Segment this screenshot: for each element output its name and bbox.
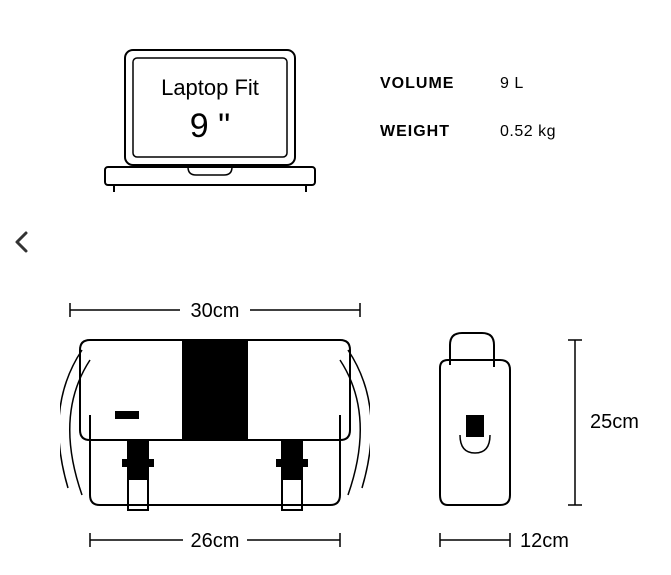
bottom-width-label: 26cm bbox=[191, 530, 240, 552]
spec-row-weight: WEIGHT 0.52 kg bbox=[380, 123, 556, 141]
laptop-fit-title: Laptop Fit bbox=[161, 75, 259, 100]
volume-label: VOLUME bbox=[380, 75, 500, 93]
top-width-label: 30cm bbox=[191, 300, 240, 322]
volume-value: 9 L bbox=[500, 75, 524, 93]
chevron-left-icon bbox=[10, 230, 34, 254]
laptop-fit-size: 9 " bbox=[190, 107, 230, 145]
dim-bottom-width: 26cm bbox=[90, 528, 340, 552]
weight-value: 0.52 kg bbox=[500, 123, 556, 141]
strap-left bbox=[122, 440, 154, 510]
prev-chevron[interactable] bbox=[10, 230, 34, 254]
laptop-icon: Laptop Fit 9 " bbox=[100, 45, 320, 205]
side-width-label: 12cm bbox=[520, 530, 569, 552]
strap-right bbox=[276, 440, 308, 510]
dim-top-width: 30cm bbox=[70, 298, 360, 322]
specs-table: VOLUME 9 L WEIGHT 0.52 kg bbox=[380, 75, 556, 171]
spec-row-volume: VOLUME 9 L bbox=[380, 75, 556, 93]
dim-side-width: 12cm bbox=[440, 530, 569, 552]
bag-side-svg: 25cm 12cm bbox=[420, 295, 650, 565]
dim-height: 25cm bbox=[568, 340, 639, 505]
bag-front-diagram: 30cm bbox=[60, 295, 370, 570]
height-label: 25cm bbox=[590, 411, 639, 433]
bag-side-diagram: 25cm 12cm bbox=[420, 295, 650, 570]
bag-front-svg: 30cm bbox=[60, 295, 370, 565]
laptop-diagram: Laptop Fit 9 " bbox=[100, 45, 320, 210]
weight-label: WEIGHT bbox=[380, 123, 500, 141]
